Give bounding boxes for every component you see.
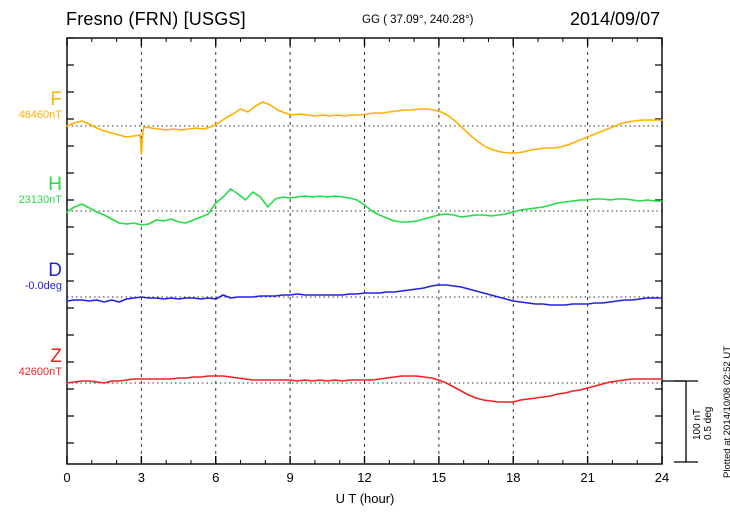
x-axis-title: U T (hour) [335, 491, 395, 506]
trace-legend-f: F 48460nT [0, 90, 62, 121]
trace-legend-baseline-value: 48460nT [18, 108, 62, 121]
trace-legend-name: F [50, 89, 62, 110]
x-tick-label: 9 [286, 470, 294, 485]
trace-legend-baseline-value: 23130nT [18, 193, 62, 206]
trace-z [66, 375, 663, 403]
trace-f [66, 101, 663, 155]
scale-bar [662, 380, 698, 463]
trace-legend-name: D [48, 260, 62, 281]
trace-legend-baseline-value: 42600nT [18, 365, 62, 378]
trace-legend-name: Z [50, 346, 62, 367]
station-coordinates: GG ( 37.09°, 240.28°) [362, 14, 474, 26]
trace-legend-baseline-value: -0.0deg [24, 279, 62, 292]
scale-bar-label-deg: 0.5 deg [703, 406, 714, 440]
x-tick-label: 24 [654, 470, 670, 485]
trace-d [66, 284, 663, 306]
trace-legend-name: H [48, 174, 62, 195]
trace-h [66, 188, 663, 226]
trace-legend-d: D -0.0deg [0, 261, 62, 292]
grid-layer [140, 38, 589, 464]
observation-date: 2014/09/07 [570, 9, 661, 29]
x-tick-label: 21 [580, 470, 595, 485]
trace-legend-h: H 23130nT [0, 175, 62, 206]
x-tick-label: 12 [357, 470, 372, 485]
x-tick-label: 18 [506, 470, 521, 485]
x-tick-label: 15 [431, 470, 447, 485]
plotted-at-timestamp: Plotted at 2014/10/08 02:52 UT [722, 345, 730, 478]
x-tick-label: 3 [137, 470, 145, 485]
x-tick-label: 0 [63, 470, 71, 485]
page-title: Fresno (FRN) [USGS] [66, 9, 246, 29]
scale-bar-label-nt: 100 nT [692, 408, 703, 440]
x-tick-label: 6 [212, 470, 220, 485]
axis-frame [66, 37, 663, 465]
trace-layer [66, 101, 663, 403]
trace-legend-z: Z 42600nT [0, 347, 62, 378]
baseline-layer [67, 125, 662, 384]
